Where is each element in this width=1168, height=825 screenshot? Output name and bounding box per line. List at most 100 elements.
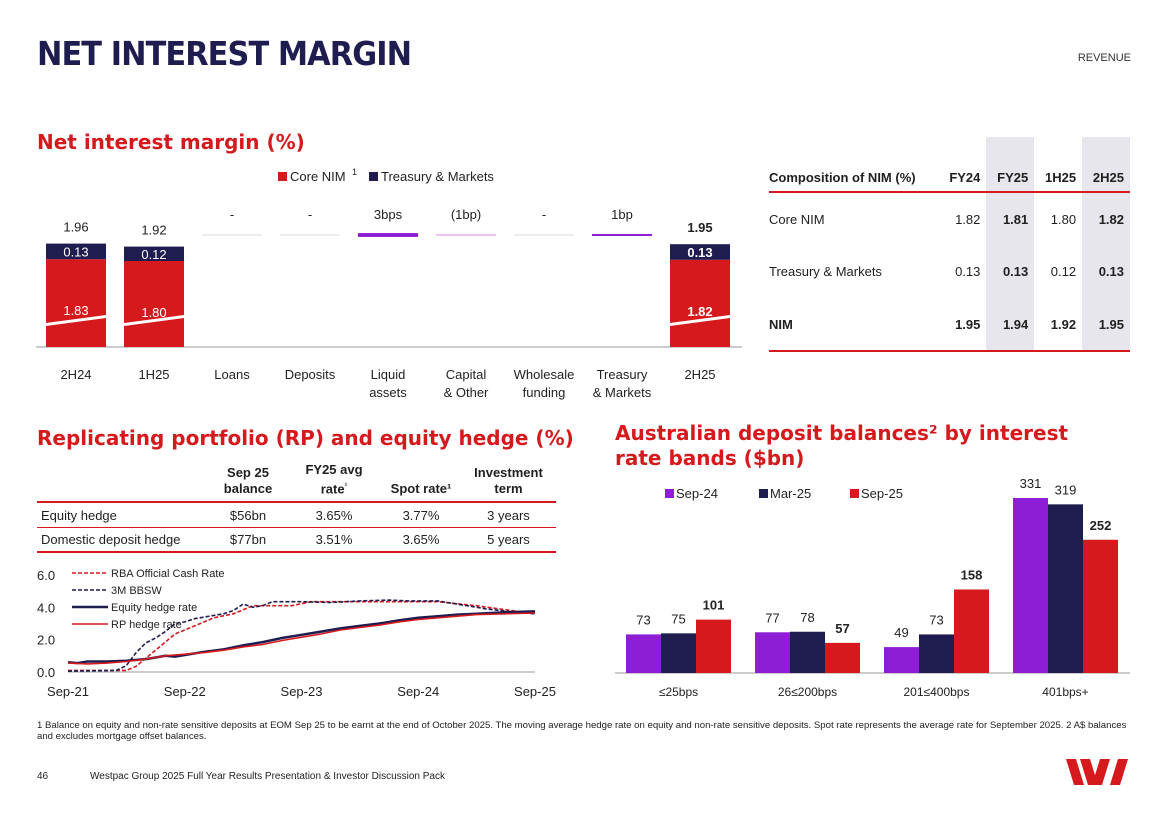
rp-y-tick: 6.0 [37, 568, 55, 583]
nim-axis-break [670, 315, 730, 326]
rp-series-line [67, 599, 536, 672]
logo-stroke-4 [1110, 759, 1128, 785]
nim-core-label: 1.82 [687, 304, 712, 319]
nim-core-label: 1.80 [141, 305, 166, 320]
nim-bar-treasury [670, 244, 730, 260]
footer-text: Westpac Group 2025 Full Year Results Pre… [90, 771, 445, 782]
dep-bar [825, 642, 860, 673]
rp-header-cell: FY25 avg rate¹ [287, 462, 381, 502]
nim-category-label: Wholesale [514, 367, 575, 382]
dep-bar [1083, 539, 1118, 673]
logo-stroke-2 [1080, 759, 1098, 785]
nim-bar-core [124, 261, 184, 347]
dep-legend-label: Mar-25 [770, 486, 811, 501]
rp-header-line: term [494, 481, 523, 497]
nim-axis-break [46, 315, 106, 326]
legend-superscript: 1 [352, 167, 357, 177]
page-number: 46 [37, 771, 49, 782]
dep-category-label: 26≤200bps [778, 685, 837, 699]
nim-waterfall-chart: Core NIM 1 Treasury & Markets 0.13 1.83 1.96 0… [36, 167, 742, 400]
legend-swatch-treasury [369, 172, 378, 181]
rp-cell: 3.51% [315, 532, 353, 548]
composition-cell: 1.92 [1050, 316, 1077, 332]
rp-y-tick: 4.0 [37, 600, 55, 615]
rp-legend-label: Equity hedge rate [111, 602, 197, 614]
deposit-bar-chart: Sep-24 Mar-25 Sep-25 73 75 101 ≤25bps 77 78 57 26≤… [615, 476, 1130, 699]
rp-legend-label: 3M BBSW [111, 585, 162, 597]
composition-row: Treasury & Markets 0.13 0.13 0.12 0.13 [769, 245, 1130, 298]
nim-category-label: 2H24 [60, 367, 91, 382]
dep-value-label: 73 [929, 612, 943, 627]
nim-movement-bar [592, 234, 652, 236]
composition-cell: 1.95 [1082, 298, 1130, 351]
dep-bar [696, 619, 731, 673]
dep-bar [919, 634, 954, 673]
dep-bar [1013, 498, 1048, 673]
section-tag: REVENUE [1077, 52, 1131, 64]
nim-category-label: & Other [444, 385, 489, 400]
dep-bar [1048, 504, 1083, 673]
nim-category-label: Capital [446, 367, 487, 382]
composition-header-cell: FY25 [986, 137, 1035, 192]
legend-swatch-core [278, 172, 287, 181]
rp-header-line: Investment [474, 465, 543, 481]
nim-category-label: Deposits [285, 367, 336, 382]
dep-bar [954, 589, 989, 673]
composition-row-label: Core NIM [769, 211, 825, 227]
composition-cell: 0.12 [1050, 264, 1077, 279]
nim-legend: Core NIM 1 Treasury & Markets [278, 167, 494, 184]
nim-movement-bar [514, 234, 574, 236]
rp-x-tick: Sep-25 [514, 684, 556, 699]
composition-header-cell: 1H25 [1045, 170, 1077, 185]
westpac-logo [1066, 759, 1128, 785]
rp-y-tick: 0.0 [37, 665, 55, 680]
rp-header-line: rate¹ [320, 481, 348, 497]
nim-bar-treasury [124, 246, 184, 261]
dep-value-label: 158 [961, 567, 983, 582]
rp-cell: 3.65% [315, 507, 353, 523]
dep-bar [661, 633, 696, 673]
composition-cell: 0.13 [986, 245, 1035, 298]
dep-legend-swatch [665, 489, 674, 498]
rp-cell: $56bn [229, 507, 267, 523]
nim-core-label: 1.83 [63, 303, 88, 318]
dep-bar [626, 634, 661, 673]
nim-movement-label: (1bp) [451, 207, 481, 222]
dep-category-label: 401bps+ [1042, 685, 1088, 699]
composition-cell: 0.13 [1082, 245, 1130, 298]
rp-cell: 3.65% [402, 532, 440, 548]
composition-cell: 1.95 [955, 316, 981, 332]
nim-total-label: 1.95 [687, 220, 712, 235]
composition-header-cell: 2H25 [1082, 137, 1130, 192]
rp-cell: 5 years [487, 532, 530, 548]
nim-movement-bar [436, 234, 496, 236]
dep-value-label: 49 [894, 625, 908, 640]
rp-header-cell: Investment term [461, 462, 556, 502]
rp-header-line: Sep 25 [227, 465, 269, 481]
composition-table: Composition of NIM (%) FY24 FY25 1H25 2H25 C… [769, 137, 1130, 352]
composition-row-label: NIM [769, 316, 793, 332]
nim-treasury-label: 0.13 [687, 245, 712, 260]
nim-bar-treasury [46, 243, 106, 260]
nim-movement-bar [280, 234, 340, 236]
dep-legend-label: Sep-25 [861, 486, 903, 501]
dep-value-label: 101 [703, 598, 725, 613]
dep-bar [884, 647, 919, 673]
composition-header-cell: Composition of NIM (%) [769, 170, 916, 185]
rp-row: Equity hedge $56bn 3.65% 3.77% 3 years [37, 502, 556, 528]
nim-movement-label: - [230, 207, 234, 222]
dep-bar [755, 632, 790, 673]
rp-cell: 3.77% [402, 507, 440, 523]
nim-category-label: & Markets [593, 385, 652, 400]
nim-category-label: Treasury [597, 367, 648, 382]
dep-value-label: 57 [835, 621, 849, 636]
dep-value-label: 77 [765, 610, 779, 625]
nim-total-label: 1.96 [63, 220, 88, 235]
deposit-section-title: Australian deposit balances² by interest… [615, 421, 1069, 470]
rp-legend-label: RP hedge rate [111, 619, 182, 631]
nim-movement-label: 3bps [374, 207, 403, 222]
rp-series-line [68, 600, 536, 672]
rp-x-tick: Sep-21 [47, 684, 89, 699]
rp-row-label: Equity hedge [41, 507, 117, 523]
composition-cell: 1.82 [1082, 192, 1130, 245]
